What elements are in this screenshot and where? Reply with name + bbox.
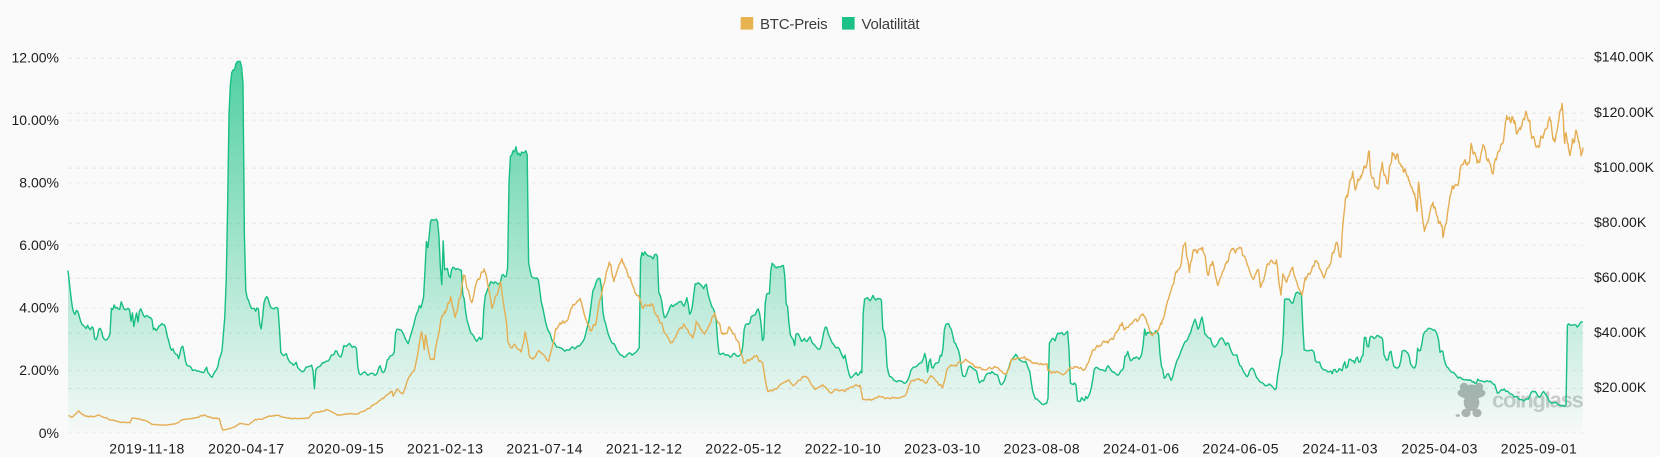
svg-text:$40.00K: $40.00K xyxy=(1594,324,1647,340)
svg-text:0%: 0% xyxy=(39,425,59,441)
svg-text:6.00%: 6.00% xyxy=(19,237,59,253)
svg-text:$100.00K: $100.00K xyxy=(1594,159,1655,175)
svg-text:$20.00K: $20.00K xyxy=(1594,379,1647,395)
svg-text:2022-05-12: 2022-05-12 xyxy=(705,441,782,457)
svg-text:2019-11-18: 2019-11-18 xyxy=(109,441,185,457)
svg-text:2024-01-06: 2024-01-06 xyxy=(1103,441,1180,457)
svg-text:2023-03-10: 2023-03-10 xyxy=(904,441,981,457)
svg-text:2021-12-12: 2021-12-12 xyxy=(606,441,683,457)
svg-text:$80.00K: $80.00K xyxy=(1594,214,1647,230)
svg-text:2021-02-13: 2021-02-13 xyxy=(407,441,484,457)
svg-text:2020-09-15: 2020-09-15 xyxy=(308,441,385,457)
svg-text:12.00%: 12.00% xyxy=(12,50,59,66)
svg-text:8.00%: 8.00% xyxy=(19,175,59,191)
svg-text:$140.00K: $140.00K xyxy=(1594,49,1655,65)
svg-text:2023-08-08: 2023-08-08 xyxy=(1004,441,1081,457)
svg-text:Volatilität: Volatilität xyxy=(862,16,921,33)
svg-text:2025-04-03: 2025-04-03 xyxy=(1401,441,1478,457)
svg-text:$120.00K: $120.00K xyxy=(1594,104,1655,120)
svg-text:2.00%: 2.00% xyxy=(19,362,59,378)
svg-text:10.00%: 10.00% xyxy=(12,112,59,128)
svg-text:2021-07-14: 2021-07-14 xyxy=(506,441,583,457)
svg-text:2024-11-03: 2024-11-03 xyxy=(1302,441,1378,457)
svg-text:4.00%: 4.00% xyxy=(19,300,59,316)
svg-text:2024-06-05: 2024-06-05 xyxy=(1202,441,1279,457)
svg-text:2020-04-17: 2020-04-17 xyxy=(208,441,285,457)
svg-text:2025-09-01: 2025-09-01 xyxy=(1501,441,1578,457)
svg-text:BTC-Preis: BTC-Preis xyxy=(760,16,827,33)
svg-text:2022-10-10: 2022-10-10 xyxy=(805,441,882,457)
svg-text:$60.00K: $60.00K xyxy=(1594,269,1647,285)
